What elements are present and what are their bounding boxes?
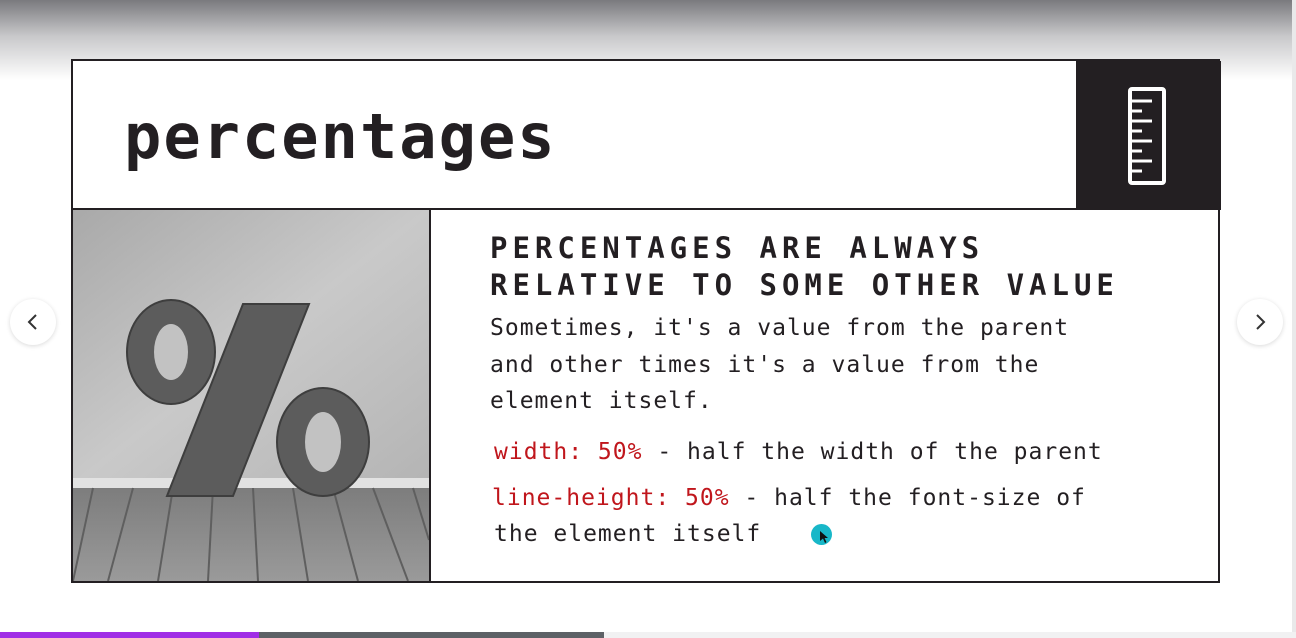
header-icon-box bbox=[1076, 61, 1221, 210]
previous-slide-button[interactable] bbox=[10, 299, 56, 345]
text-block: PERCENTAGES ARE ALWAYS RELATIVE TO SOME … bbox=[490, 230, 1210, 547]
description: Sometimes, it's a value from the parent … bbox=[490, 310, 1210, 420]
next-slide-button[interactable] bbox=[1237, 299, 1283, 345]
progress-track bbox=[0, 632, 604, 638]
heading-line: RELATIVE TO SOME OTHER VALUE bbox=[490, 268, 1119, 302]
progress-fill bbox=[0, 632, 259, 638]
ruler-icon bbox=[1128, 87, 1166, 185]
slide-header: percentages bbox=[73, 61, 1221, 210]
slide-heading: PERCENTAGES ARE ALWAYS RELATIVE TO SOME … bbox=[490, 230, 1210, 304]
cursor-highlight bbox=[811, 524, 832, 545]
rule-text: - half the width of the parent bbox=[642, 439, 1103, 465]
page-edge bbox=[1292, 0, 1296, 638]
rule-line-height: line-height: 50% - half the font-size of bbox=[492, 480, 1086, 517]
rule-text: the element itself bbox=[494, 521, 762, 547]
description-line: and other times it's a value from the bbox=[490, 351, 1040, 378]
progress-remaining bbox=[604, 632, 1296, 638]
slide: percentages bbox=[71, 59, 1221, 583]
slide-title: percentages bbox=[124, 100, 557, 173]
percent-sign-image bbox=[73, 210, 431, 581]
code-snippet: line-height: 50% bbox=[492, 485, 730, 511]
description-line: Sometimes, it's a value from the parent bbox=[490, 315, 1070, 341]
heading-line: PERCENTAGES ARE ALWAYS bbox=[490, 231, 985, 265]
chevron-right-icon bbox=[1256, 314, 1266, 330]
percent-sign-illustration bbox=[73, 210, 429, 581]
code-snippet: width: 50% bbox=[494, 439, 643, 465]
rule-width: width: 50% - half the width of the paren… bbox=[494, 434, 1103, 471]
rule-text: - half the font-size of bbox=[729, 485, 1086, 511]
description-line: element itself. bbox=[490, 388, 713, 414]
chevron-left-icon bbox=[27, 314, 37, 330]
rule-line-height-continuation: the element itself bbox=[494, 516, 761, 553]
mouse-pointer-icon bbox=[820, 531, 828, 543]
